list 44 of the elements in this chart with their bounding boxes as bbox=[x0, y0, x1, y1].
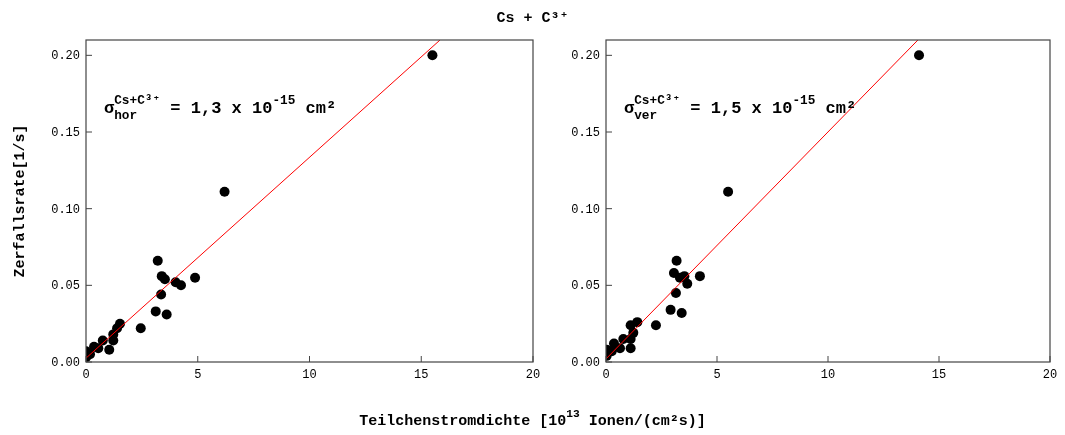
y-tick-label: 0.05 bbox=[571, 279, 600, 294]
point bbox=[914, 50, 925, 61]
point bbox=[682, 278, 693, 289]
y-tick-label: 0.00 bbox=[51, 356, 80, 370]
y-tick-label: 0.15 bbox=[51, 126, 80, 140]
x-tick-label: 5 bbox=[713, 368, 721, 382]
x-tick-label: 20 bbox=[1042, 368, 1058, 382]
point bbox=[676, 307, 687, 318]
x-tick-label: 0 bbox=[82, 368, 90, 382]
point bbox=[723, 186, 734, 197]
y-tick-label: 0.10 bbox=[51, 202, 80, 217]
point bbox=[625, 343, 636, 354]
point bbox=[175, 280, 186, 291]
point bbox=[671, 255, 682, 266]
x-tick-label: 0 bbox=[602, 368, 610, 382]
point bbox=[694, 271, 705, 282]
point bbox=[665, 304, 676, 315]
x-tick-label: 15 bbox=[931, 368, 947, 382]
point bbox=[152, 255, 163, 266]
point bbox=[219, 186, 230, 197]
y-tick-label: 0.15 bbox=[571, 126, 600, 140]
annotation: σ$_{hor}$$^{Cs+C³⁺}$ = 1,3 x 10$^{-15}$ cm² bbox=[104, 92, 337, 123]
y-tick-label: 0.10 bbox=[571, 202, 600, 217]
y-tick-label: 0.20 bbox=[571, 49, 600, 64]
y-tick-label: 0.05 bbox=[51, 279, 80, 294]
chart-title: Cs + C³⁺ bbox=[496, 10, 569, 27]
y-tick-label: 0.00 bbox=[571, 356, 600, 370]
annotation: σ$_{ver}$$^{Cs+C³⁺}$ = 1,5 x 10$^{-15}$ cm² bbox=[624, 92, 857, 123]
y-axis-title: Zerfallsrate[1/s] bbox=[12, 124, 29, 278]
x-tick-label: 20 bbox=[525, 368, 541, 382]
point bbox=[150, 306, 161, 317]
y-tick-label: 0.20 bbox=[51, 49, 80, 64]
point bbox=[190, 272, 201, 283]
point bbox=[427, 50, 438, 61]
x-tick-label: 10 bbox=[302, 368, 317, 382]
x-tick-label: 10 bbox=[820, 368, 836, 382]
point bbox=[650, 320, 661, 331]
x-tick-label: 15 bbox=[414, 368, 429, 382]
x-axis-title: Teilchenstromdichte [10$^{13}$ Ionen/(cm²s)] bbox=[359, 407, 706, 430]
point bbox=[161, 309, 172, 320]
x-tick-label: 5 bbox=[194, 368, 202, 382]
point bbox=[625, 320, 636, 331]
point bbox=[135, 323, 146, 334]
point bbox=[104, 344, 115, 355]
